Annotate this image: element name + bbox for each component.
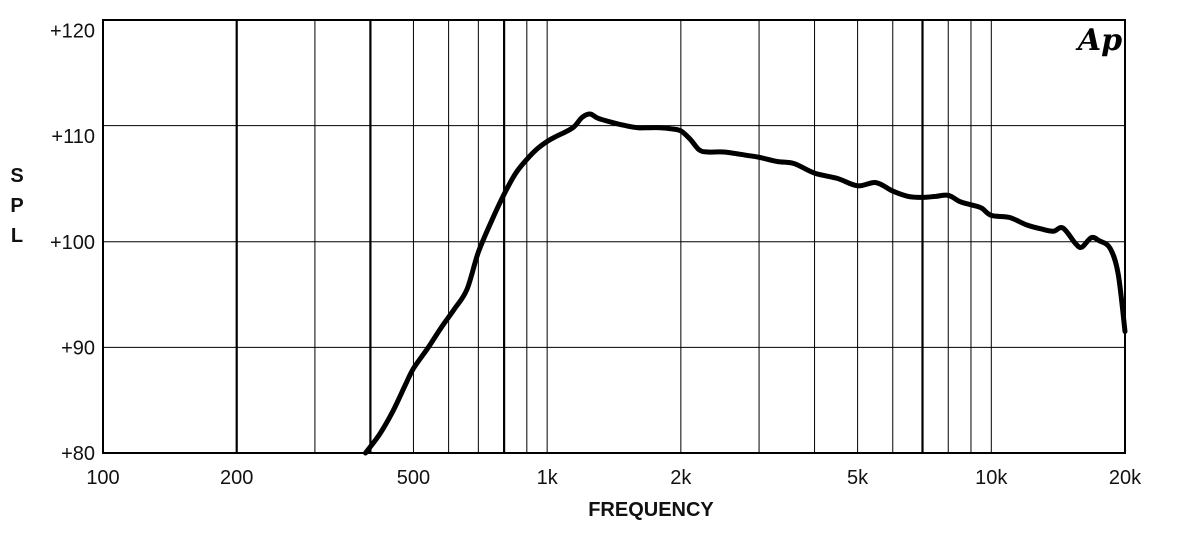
x-tick-label: 500 (397, 467, 430, 489)
x-tick-label: 2k (670, 467, 692, 489)
x-tick-labels: 100 200 500 1k 2k 5k 10k 20k (86, 467, 1142, 489)
y-axis-title-letter: P (10, 195, 23, 217)
x-tick-label: 20k (1109, 467, 1142, 489)
grid (103, 20, 1125, 453)
y-tick-label: +80 (61, 443, 95, 465)
y-axis-title-letter: L (11, 225, 23, 247)
curve-layer (363, 111, 1128, 456)
x-tick-label: 10k (975, 467, 1008, 489)
spl-response-curve (363, 111, 1128, 456)
y-tick-label: +100 (50, 232, 95, 254)
plot-frame (102, 19, 1126, 454)
x-tick-label: 200 (220, 467, 253, 489)
y-tick-label: +120 (50, 21, 95, 43)
y-tick-labels: +80 +90 +100 +110 +120 (50, 21, 95, 465)
x-axis-title: FREQUENCY (588, 499, 714, 521)
x-tick-label: 5k (847, 467, 869, 489)
y-axis-title-letter: S (10, 165, 23, 187)
x-tick-label: 100 (86, 467, 119, 489)
y-tick-label: +110 (51, 126, 95, 148)
y-tick-label: +90 (61, 337, 95, 359)
ap-logo: Ap (1075, 23, 1122, 58)
x-tick-label: 1k (537, 467, 559, 489)
